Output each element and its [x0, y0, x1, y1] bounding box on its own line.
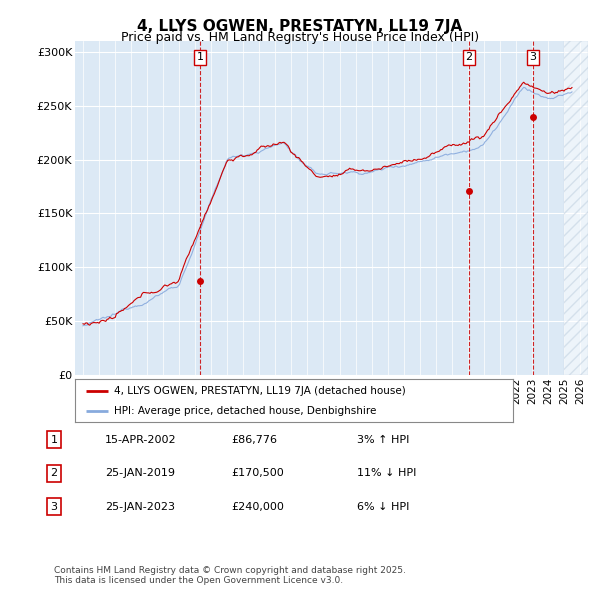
Text: 4, LLYS OGWEN, PRESTATYN, LL19 7JA (detached house): 4, LLYS OGWEN, PRESTATYN, LL19 7JA (deta… [115, 386, 406, 396]
Bar [564, 41, 588, 375]
Text: 2: 2 [466, 53, 472, 63]
Text: 3: 3 [530, 53, 536, 63]
Text: 3: 3 [50, 502, 58, 512]
Text: 4, LLYS OGWEN, PRESTATYN, LL19 7JA: 4, LLYS OGWEN, PRESTATYN, LL19 7JA [137, 19, 463, 34]
Text: HPI: Average price, detached house, Denbighshire: HPI: Average price, detached house, Denb… [115, 407, 377, 416]
Text: Price paid vs. HM Land Registry's House Price Index (HPI): Price paid vs. HM Land Registry's House … [121, 31, 479, 44]
Text: £86,776: £86,776 [231, 435, 277, 444]
Text: 6% ↓ HPI: 6% ↓ HPI [357, 502, 409, 512]
Text: £240,000: £240,000 [231, 502, 284, 512]
Text: £170,500: £170,500 [231, 468, 284, 478]
Text: 11% ↓ HPI: 11% ↓ HPI [357, 468, 416, 478]
Text: 25-JAN-2019: 25-JAN-2019 [105, 468, 175, 478]
Text: 1: 1 [50, 435, 58, 444]
Text: 1: 1 [196, 53, 203, 63]
Text: 15-APR-2002: 15-APR-2002 [105, 435, 176, 444]
Text: Contains HM Land Registry data © Crown copyright and database right 2025.
This d: Contains HM Land Registry data © Crown c… [54, 566, 406, 585]
Text: 2: 2 [50, 468, 58, 478]
Text: 25-JAN-2023: 25-JAN-2023 [105, 502, 175, 512]
Text: 3% ↑ HPI: 3% ↑ HPI [357, 435, 409, 444]
